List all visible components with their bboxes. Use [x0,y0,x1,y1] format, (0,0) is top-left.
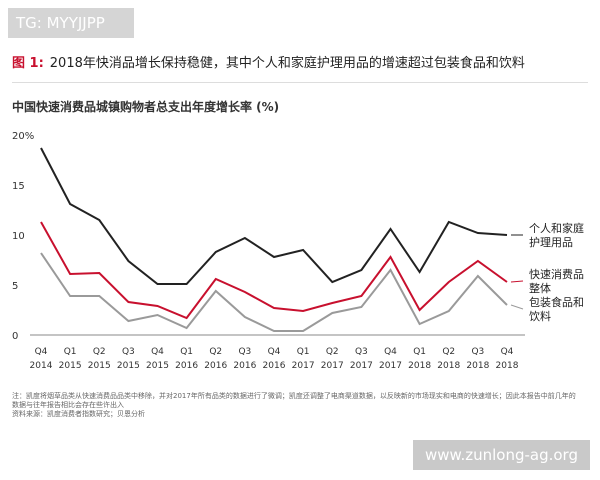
x-tick-label: Q4 [268,347,281,357]
x-tick-label: Q1 [297,347,310,357]
x-tick-label: Q3 [238,347,251,357]
x-tick-label: Q4 [501,347,514,357]
x-tick-label: 2018 [466,361,489,371]
y-tick-label: 0 [12,331,18,342]
x-tick-label: 2015 [88,361,111,371]
x-tick-label: 2014 [30,361,53,371]
notes: 注：凯度将烟草品类从快速消费品品类中移除，并对2017年所有品类的数据进行了微调… [12,392,582,419]
x-tick-label: Q3 [355,347,368,357]
x-tick-label: 2015 [59,361,82,371]
x-tick-label: Q2 [93,347,106,357]
legend-label: 包装食品和饮料 [529,296,584,323]
legend-label: 个人和家庭护理用品 [529,222,584,249]
x-tick-label: 2018 [408,361,431,371]
y-tick-label: 5 [12,281,18,292]
watermark: TG: MYYJJPP [8,8,134,38]
series-line [40,147,508,285]
divider [12,82,588,83]
y-tick-label: 20% [12,131,34,142]
x-tick-label: 2018 [437,361,460,371]
x-tick-label: 2016 [175,361,198,371]
x-tick-label: 2016 [263,361,286,371]
x-tick-label: 2017 [321,361,344,371]
x-tick-label: 2016 [233,361,256,371]
chart-subtitle: 中国快速消费品城镇购物者总支出年度增长率 (%) [12,100,280,114]
legend-leader [510,280,524,283]
x-tick-label: Q1 [180,347,193,357]
footnote: 注：凯度将烟草品类从快速消费品品类中移除，并对2017年所有品类的数据进行了微调… [12,392,576,409]
x-tick-label: Q2 [442,347,455,357]
y-tick-label: 10 [12,231,25,242]
x-tick-label: Q2 [326,347,339,357]
chart-title: 2018年快消品增长保持稳健，其中个人和家庭护理用品的增速超过包装食品和饮料 [49,56,525,71]
x-tick-label: Q1 [64,347,77,357]
x-tick-label: 2017 [350,361,373,371]
source: 资料来源：凯度消费者指数研究；贝恩分析 [12,410,145,418]
x-tick-label: 2016 [204,361,227,371]
series-line [40,252,508,332]
x-tick-label: 2015 [117,361,140,371]
x-tick-label: Q4 [35,347,48,357]
x-tick-label: 2015 [146,361,169,371]
legend-leader [510,304,524,310]
site-watermark: www.zunlong-ag.org [413,440,590,470]
x-tick-label: Q4 [384,347,397,357]
x-tick-label: Q2 [209,347,222,357]
x-tick-label: Q3 [471,347,484,357]
legend-label: 快速消费品整体 [529,268,584,295]
title-block: 图 1: 2018年快消品增长保持稳健，其中个人和家庭护理用品的增速超过包装食品和… [12,52,525,71]
x-tick-label: 2018 [496,361,519,371]
x-tick-label: Q4 [151,347,164,357]
x-tick-label: 2017 [379,361,402,371]
x-tick-label: 2017 [292,361,315,371]
x-tick-label: Q1 [413,347,426,357]
series-line [40,221,508,320]
x-tick-label: Q3 [122,347,135,357]
figure-label: 图 1: [12,56,44,71]
y-tick-label: 15 [12,181,25,192]
